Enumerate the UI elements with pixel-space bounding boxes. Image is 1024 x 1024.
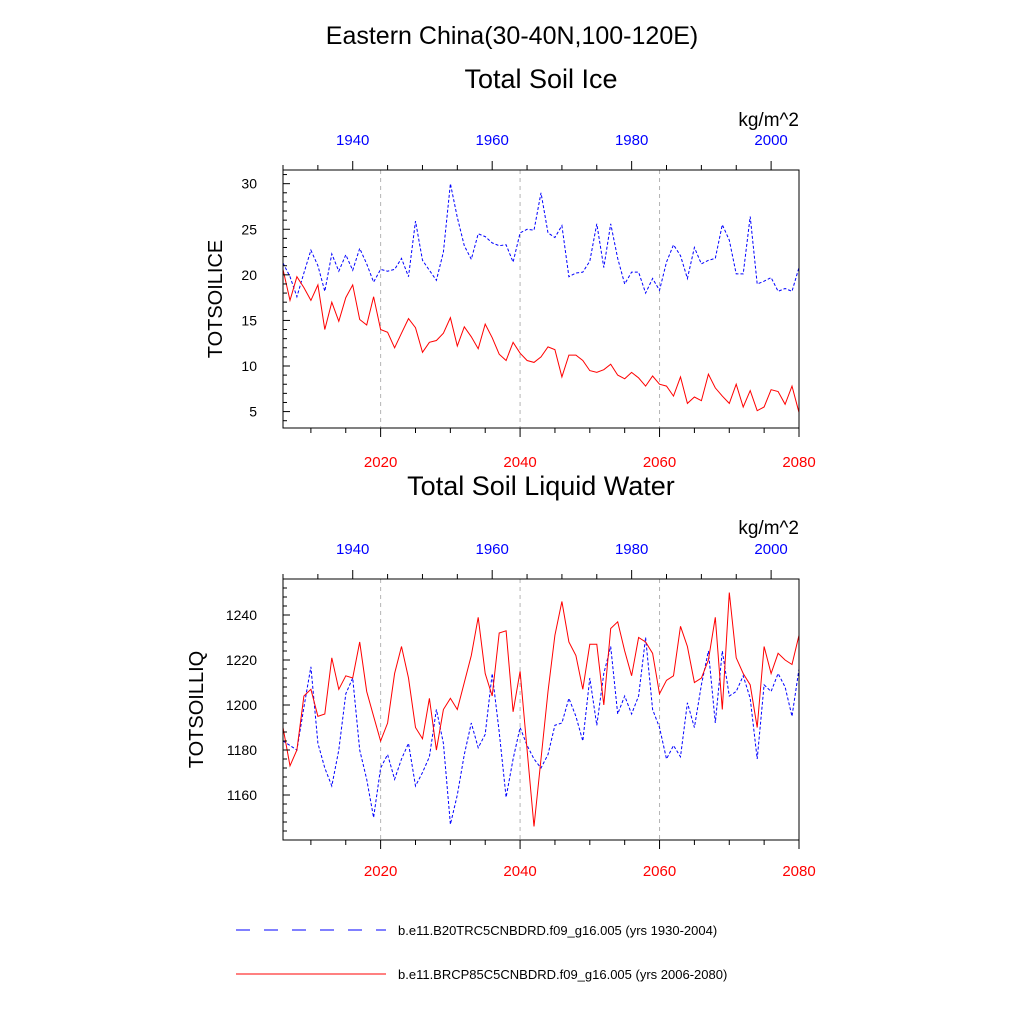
top-tick-label: 1940: [336, 541, 369, 558]
y-tick-label: 1160: [227, 787, 257, 803]
figure-title: Eastern China(30-40N,100-120E): [326, 22, 698, 50]
series-line-historical: [282, 637, 800, 825]
legend: b.e11.B20TRC5CNBDRD.f09_g16.005 (yrs 193…: [236, 923, 727, 982]
units-label: kg/m^2: [738, 518, 799, 539]
y-tick-label: 20: [241, 267, 257, 283]
y-tick-label: 5: [249, 404, 257, 420]
top-tick-label: 2000: [754, 541, 787, 558]
y-tick-label: 30: [241, 176, 257, 192]
y-tick-label: 10: [241, 358, 257, 374]
panel-title: Total Soil Liquid Water: [407, 471, 675, 501]
series-line-future: [282, 269, 800, 413]
top-tick-label: 1940: [336, 132, 369, 149]
y-tick-label: 15: [241, 312, 257, 328]
panel-title: Total Soil Ice: [464, 64, 617, 94]
panel-total-soil-ice: Total Soil Ice kg/m^2 TOTSOILICE 5 10 15 20 25 3…: [205, 64, 816, 471]
bottom-tick-label: 2040: [503, 454, 536, 471]
bottom-tick-label: 2060: [643, 454, 676, 471]
y-tick-label: 1240: [226, 607, 257, 623]
y-tick-label: 1200: [226, 697, 257, 713]
plot-frame: [282, 169, 800, 429]
bottom-tick-label: 2020: [364, 454, 397, 471]
y-axis-label: TOTSOILLIQ: [186, 651, 208, 768]
bottom-tick-label: 2060: [643, 863, 676, 880]
y-axis-label: TOTSOILICE: [205, 240, 227, 359]
bottom-tick-label: 2080: [782, 454, 815, 471]
panel-total-soil-liquid-water: Total Soil Liquid Water kg/m^2 TOTSOILLIQ 1…: [186, 471, 816, 880]
y-tick-label: 1180: [227, 742, 257, 758]
bottom-tick-label: 2020: [364, 863, 397, 880]
series-line-historical: [282, 183, 800, 299]
series-line-future: [282, 592, 800, 827]
legend-label-future: b.e11.BRCP85C5CNBDRD.f09_g16.005 (yrs 20…: [398, 967, 727, 982]
top-tick-label: 1960: [476, 132, 509, 149]
top-tick-label: 1960: [476, 541, 509, 558]
bottom-tick-label: 2040: [503, 863, 536, 880]
top-tick-label: 2000: [754, 132, 787, 149]
units-label: kg/m^2: [738, 110, 799, 131]
y-tick-label: 25: [241, 221, 257, 237]
y-tick-label: 1220: [226, 652, 257, 668]
top-tick-label: 1980: [615, 132, 648, 149]
legend-label-historical: b.e11.B20TRC5CNBDRD.f09_g16.005 (yrs 193…: [398, 923, 717, 938]
plot-frame: [282, 578, 800, 841]
bottom-tick-label: 2080: [782, 863, 815, 880]
top-tick-label: 1980: [615, 541, 648, 558]
